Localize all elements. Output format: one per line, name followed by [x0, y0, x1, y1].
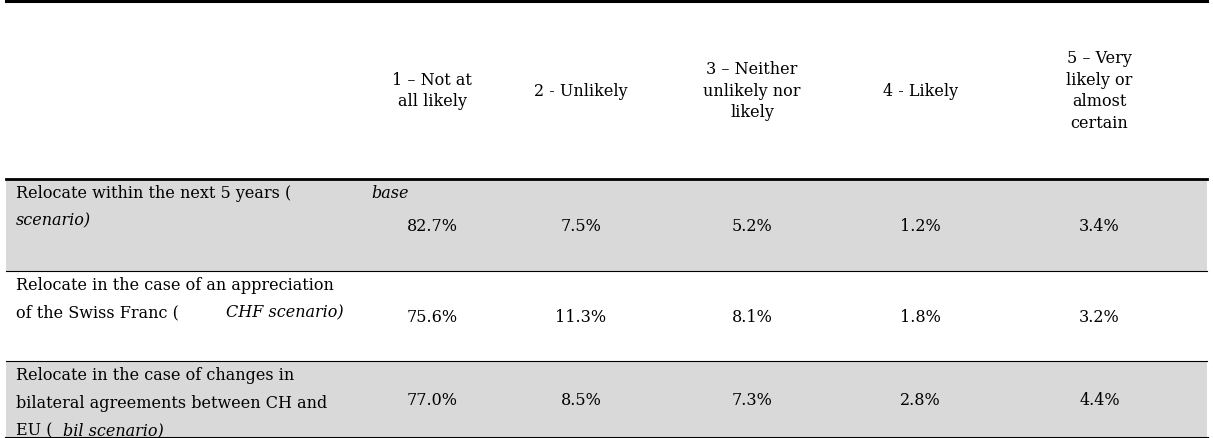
Text: 3.2%: 3.2% — [1080, 308, 1120, 325]
Text: 7.3%: 7.3% — [731, 391, 773, 408]
Text: 4.4%: 4.4% — [1080, 391, 1120, 408]
Text: of the Swiss Franc (: of the Swiss Franc ( — [16, 304, 178, 321]
Text: 1 – Not at
all likely: 1 – Not at all likely — [393, 72, 472, 110]
Text: 8.1%: 8.1% — [731, 308, 773, 325]
Text: 7.5%: 7.5% — [560, 217, 602, 234]
Bar — [6, 180, 1207, 272]
Text: 3 – Neither
unlikely nor
likely: 3 – Neither unlikely nor likely — [704, 61, 801, 121]
Text: 1.2%: 1.2% — [900, 217, 941, 234]
Text: 77.0%: 77.0% — [406, 391, 459, 408]
Text: 11.3%: 11.3% — [556, 308, 606, 325]
Bar — [6, 361, 1207, 438]
Bar — [6, 272, 1207, 361]
Text: 3.4%: 3.4% — [1080, 217, 1120, 234]
Text: bilateral agreements between CH and: bilateral agreements between CH and — [16, 394, 328, 411]
Text: 82.7%: 82.7% — [406, 217, 459, 234]
Text: 75.6%: 75.6% — [406, 308, 459, 325]
Text: scenario): scenario) — [16, 212, 91, 229]
Text: Relocate in the case of an appreciation: Relocate in the case of an appreciation — [16, 277, 334, 294]
Text: bil scenario): bil scenario) — [63, 421, 164, 438]
Bar — [6, 2, 1207, 180]
Text: 2 - Unlikely: 2 - Unlikely — [534, 82, 628, 99]
Text: 2.8%: 2.8% — [900, 391, 941, 408]
Text: Relocate in the case of changes in: Relocate in the case of changes in — [16, 367, 294, 384]
Text: 4 - Likely: 4 - Likely — [883, 82, 958, 99]
Text: 5 – Very
likely or
almost
certain: 5 – Very likely or almost certain — [1066, 50, 1133, 131]
Text: 5.2%: 5.2% — [731, 217, 773, 234]
Text: 8.5%: 8.5% — [560, 391, 602, 408]
Text: CHF scenario): CHF scenario) — [226, 304, 343, 321]
Text: EU (: EU ( — [16, 421, 52, 438]
Text: 1.8%: 1.8% — [900, 308, 941, 325]
Text: Relocate within the next 5 years (: Relocate within the next 5 years ( — [16, 185, 291, 202]
Text: base: base — [371, 185, 409, 202]
